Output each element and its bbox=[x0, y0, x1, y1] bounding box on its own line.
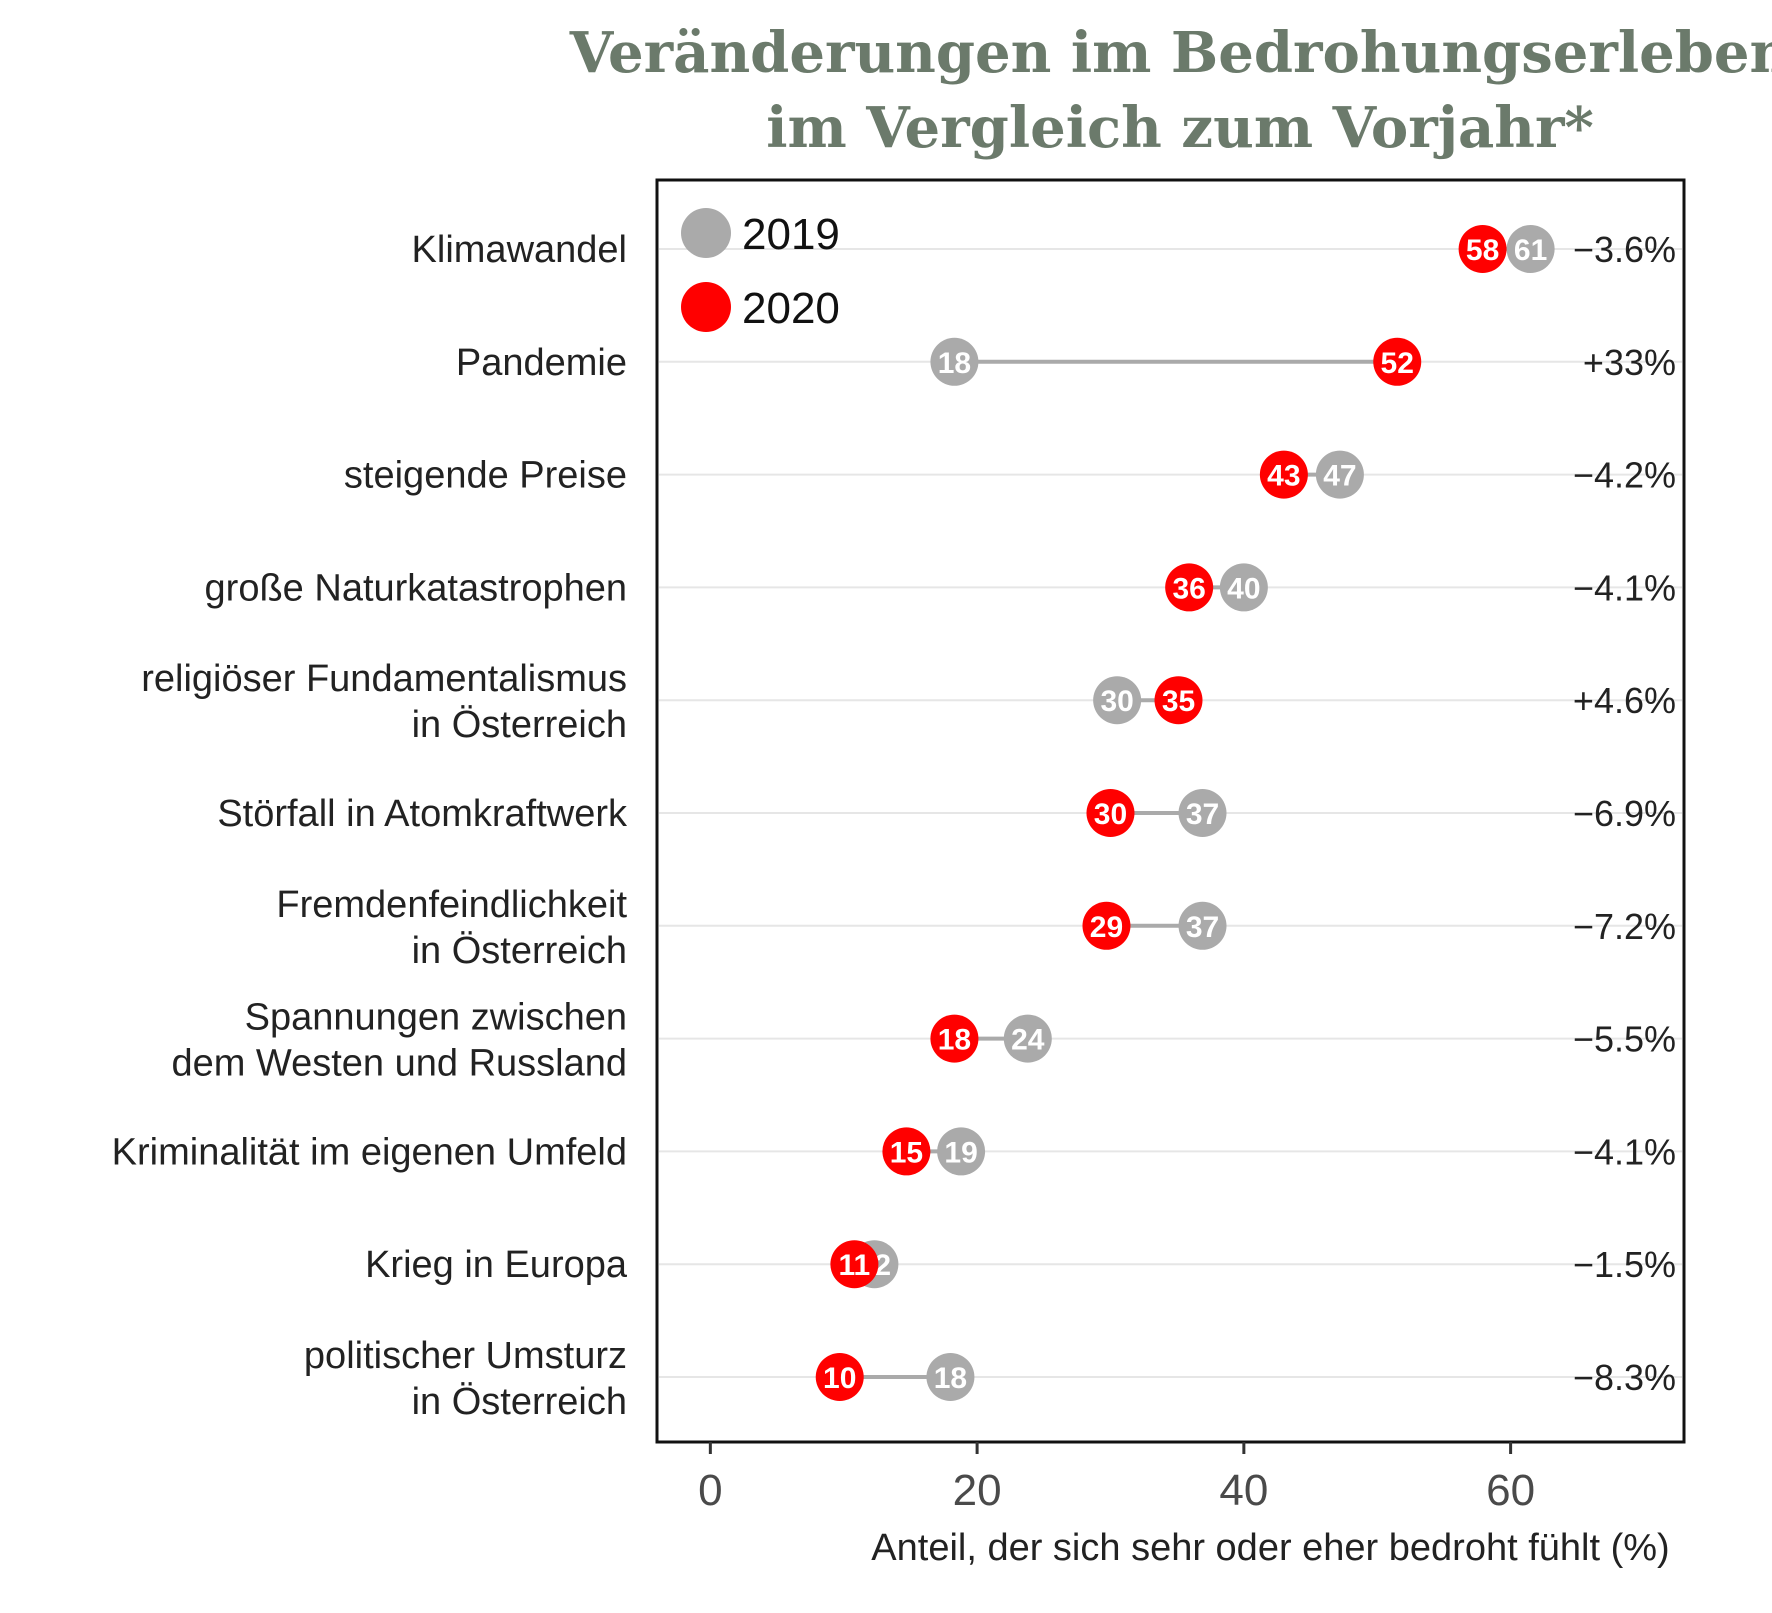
category-label: Krieg in Europa bbox=[365, 1244, 628, 1286]
point-2019 bbox=[1093, 676, 1142, 725]
point-label-2019: 30 bbox=[1100, 685, 1133, 718]
change-label: −4.2% bbox=[1573, 455, 1676, 496]
point-label-2020: 10 bbox=[823, 1362, 856, 1395]
change-label: −3.6% bbox=[1573, 229, 1676, 270]
change-label: −6.9% bbox=[1573, 793, 1676, 834]
point-label-2019: 24 bbox=[1011, 1024, 1045, 1057]
category-label: in Österreich bbox=[412, 1381, 627, 1423]
point-2019 bbox=[1219, 563, 1268, 612]
change-label: −4.1% bbox=[1573, 567, 1676, 608]
point-label-2020: 35 bbox=[1162, 685, 1195, 718]
category-label: große Naturkatastrophen bbox=[205, 567, 627, 609]
point-label-2019: 47 bbox=[1323, 460, 1356, 493]
category-label: Spannungen zwischen bbox=[245, 997, 627, 1039]
category-label: Störfall in Atomkraftwerk bbox=[217, 793, 628, 835]
point-2020 bbox=[1373, 337, 1422, 386]
change-label: −4.1% bbox=[1573, 1131, 1676, 1172]
legend: 2019 2020 bbox=[681, 208, 840, 333]
category-label: steigende Preise bbox=[344, 455, 627, 497]
category-label: Kriminalität im eigenen Umfeld bbox=[112, 1131, 627, 1173]
change-label: +33% bbox=[1583, 342, 1676, 383]
chart-title-line: im Vergleich zum Vorjahr* bbox=[766, 95, 1594, 161]
point-2020 bbox=[1154, 676, 1203, 725]
point-label-2019: 61 bbox=[1514, 234, 1547, 267]
point-label-2020: 36 bbox=[1172, 572, 1205, 605]
category-label: Pandemie bbox=[456, 342, 627, 384]
point-label-2020: 29 bbox=[1090, 911, 1123, 944]
category-label: politischer Umsturz bbox=[304, 1335, 627, 1377]
point-label-2020: 58 bbox=[1466, 234, 1499, 267]
point-2019 bbox=[930, 337, 979, 386]
point-label-2020: 30 bbox=[1094, 798, 1127, 831]
category-label: Klimawandel bbox=[412, 229, 627, 271]
category-label: in Österreich bbox=[412, 930, 627, 972]
point-2020 bbox=[1458, 225, 1507, 273]
point-label-2019: 37 bbox=[1186, 911, 1219, 944]
legend-marker-2020 bbox=[681, 282, 731, 332]
chart-title: Veränderungen im Bedrohungserleben im Ver… bbox=[569, 20, 1772, 161]
legend-label-2020: 2020 bbox=[742, 284, 840, 333]
data-points: 6158185247434036303537303729241819151211… bbox=[815, 225, 1555, 1401]
legend-marker-2019 bbox=[681, 208, 731, 258]
point-label-2020: 15 bbox=[890, 1136, 923, 1169]
x-axis: 0 20 40 60 Anteil, der sich sehr oder eher b… bbox=[698, 1442, 1670, 1569]
x-tick-label: 40 bbox=[1219, 1466, 1268, 1515]
change-label: +4.6% bbox=[1573, 680, 1676, 721]
point-2019 bbox=[1506, 225, 1555, 273]
plot-frame bbox=[655, 178, 1686, 1444]
point-label-2020: 43 bbox=[1267, 460, 1300, 493]
change-label: −8.3% bbox=[1573, 1357, 1676, 1398]
chart-title-line: Veränderungen im Bedrohungserleben bbox=[569, 20, 1772, 86]
point-label-2019: 18 bbox=[934, 1362, 967, 1395]
change-label: −1.5% bbox=[1573, 1244, 1676, 1285]
point-2019 bbox=[1178, 901, 1227, 950]
point-2020 bbox=[1259, 450, 1308, 499]
change-labels: −3.6% +33% −4.2% −4.1% +4.6% −6.9% −7.2% −5.5% −… bbox=[1573, 229, 1676, 1398]
point-2020 bbox=[1086, 789, 1135, 837]
point-2019 bbox=[926, 1353, 975, 1401]
x-axis-label: Anteil, der sich sehr oder eher bedroht … bbox=[871, 1527, 1669, 1569]
point-2020 bbox=[815, 1353, 864, 1401]
point-label-2020: 18 bbox=[938, 1024, 971, 1057]
point-label-2020: 11 bbox=[839, 1249, 871, 1282]
change-label: −7.2% bbox=[1573, 906, 1676, 947]
point-label-2019: 18 bbox=[938, 347, 971, 380]
point-2019 bbox=[1315, 450, 1364, 499]
category-label: dem Westen und Russland bbox=[171, 1043, 627, 1085]
point-2020 bbox=[882, 1127, 931, 1176]
point-2020 bbox=[930, 1014, 979, 1063]
point-2020 bbox=[1082, 901, 1131, 950]
category-labels: Klimawandel Pandemie steigende Preise große… bbox=[112, 229, 628, 1423]
point-label-2019: 37 bbox=[1186, 798, 1219, 831]
point-label-2019: 19 bbox=[944, 1136, 977, 1169]
change-label: −5.5% bbox=[1573, 1019, 1676, 1060]
point-2019 bbox=[937, 1127, 986, 1176]
x-tick-label: 0 bbox=[698, 1466, 722, 1515]
category-label: in Österreich bbox=[412, 704, 627, 746]
point-label-2019: 40 bbox=[1227, 572, 1260, 605]
point-2020 bbox=[1165, 563, 1214, 612]
point-2019 bbox=[1178, 789, 1227, 837]
x-tick-label: 20 bbox=[953, 1466, 1002, 1515]
category-label: religiöser Fundamentalismus bbox=[141, 658, 627, 700]
x-tick-label: 60 bbox=[1486, 1466, 1535, 1515]
point-2020 bbox=[830, 1240, 879, 1289]
point-label-2020: 52 bbox=[1381, 347, 1414, 380]
legend-label-2019: 2019 bbox=[742, 210, 840, 259]
category-label: Fremdenfeindlichkeit bbox=[276, 884, 627, 926]
point-2019 bbox=[1003, 1014, 1052, 1063]
